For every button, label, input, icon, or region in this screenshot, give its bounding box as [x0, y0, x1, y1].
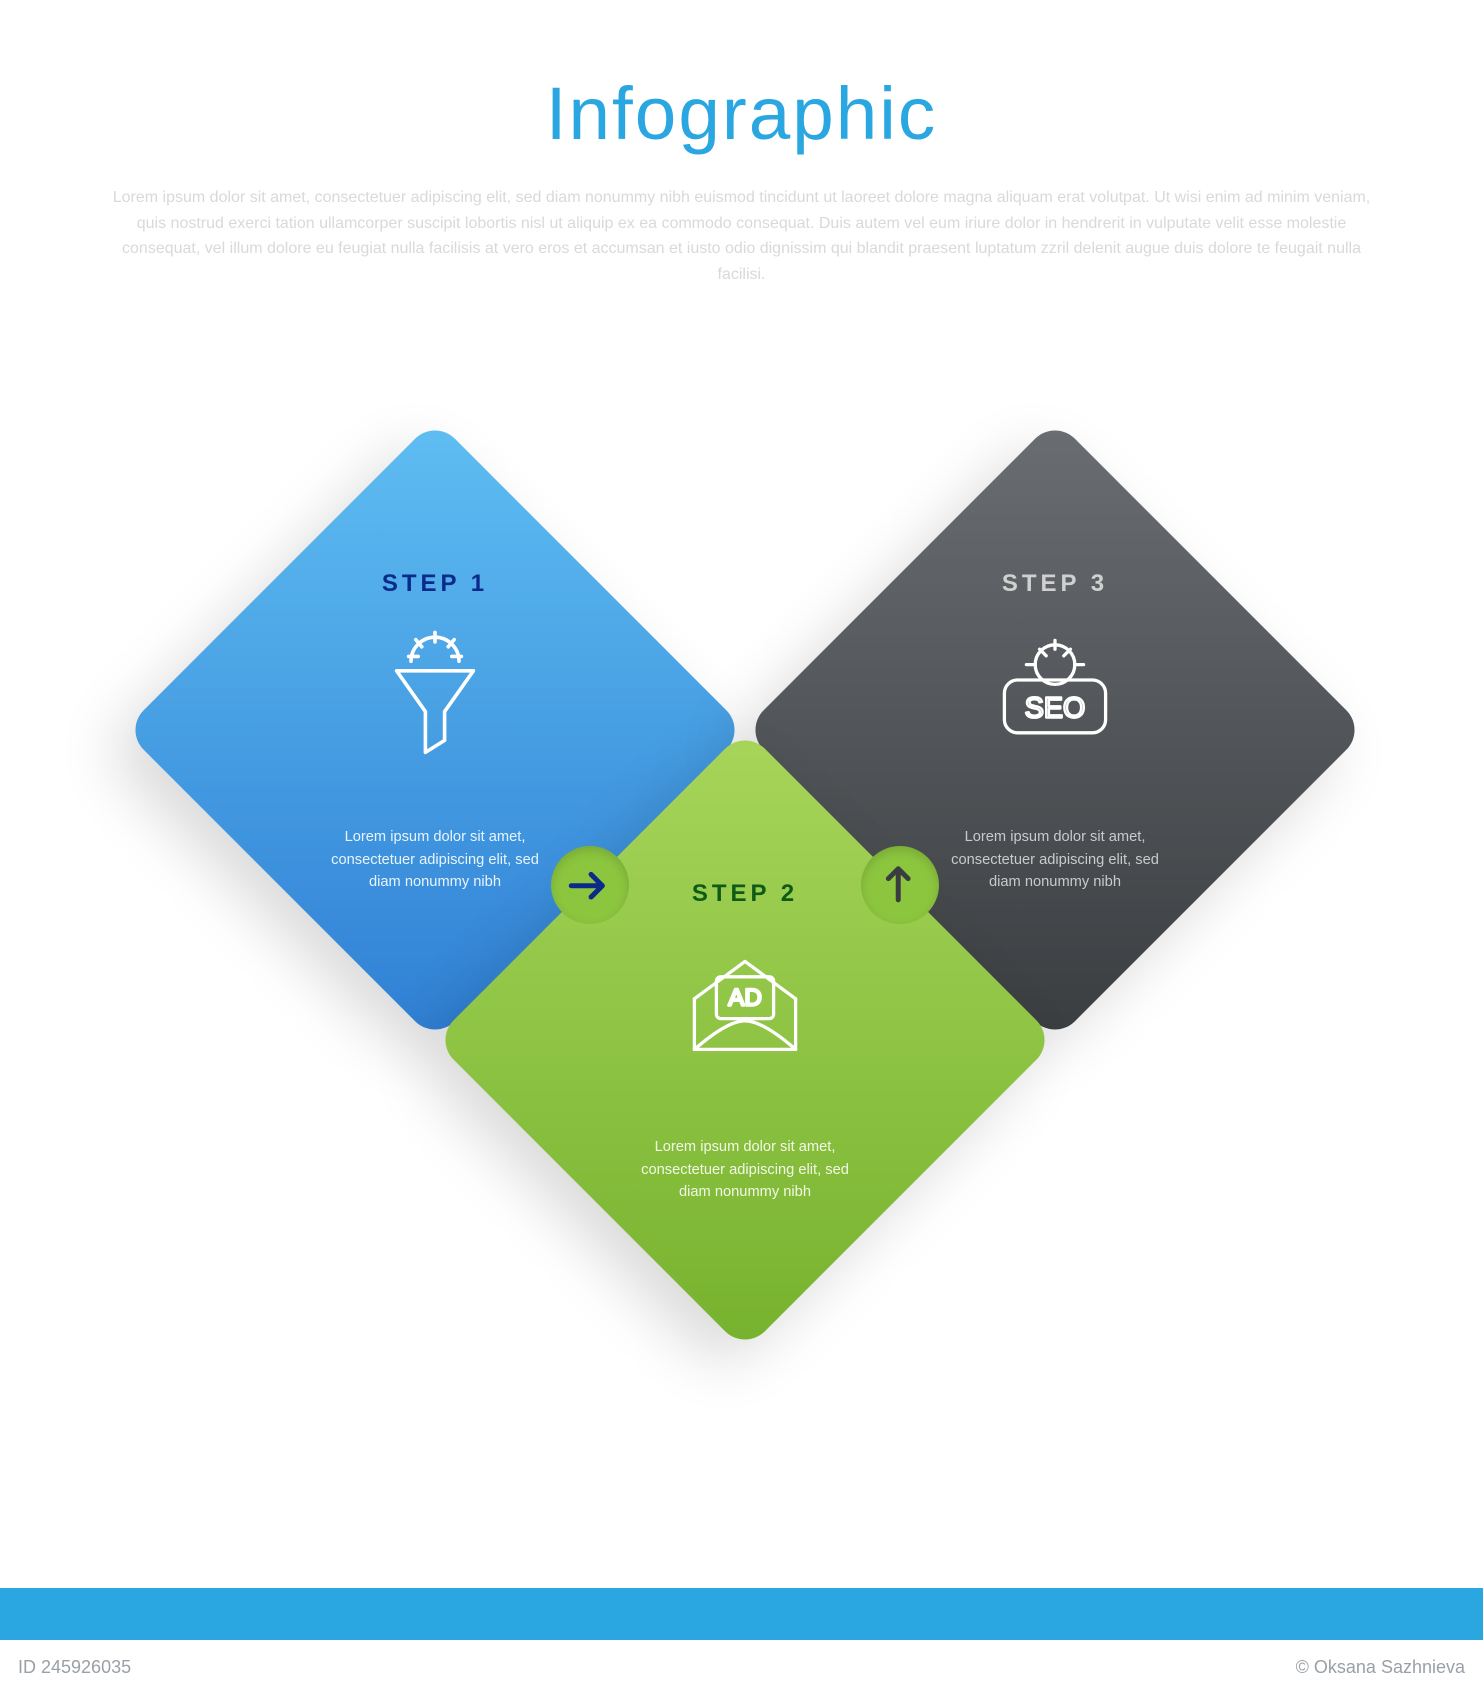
svg-text:AD: AD [728, 984, 762, 1011]
step-2-label: STEP 2 [692, 880, 798, 908]
ad-envelope-icon: AD [679, 936, 811, 1076]
infographic-canvas: STEP 1 Lorem ipsum dolor sit amet, conse… [120, 420, 1360, 1440]
step-3-label: STEP 3 [1002, 570, 1108, 598]
page: Infographic Lorem ipsum dolor sit amet, … [0, 0, 1483, 1690]
step-2-description: Lorem ipsum dolor sit amet, consectetuer… [625, 1136, 865, 1204]
footer-image-id: ID 245926035 [18, 1657, 131, 1678]
footer-author: © Oksana Sazhnieva [1296, 1657, 1465, 1678]
page-title: Infographic [0, 70, 1483, 156]
funnel-gear-icon [375, 626, 495, 766]
footer-band [0, 1588, 1483, 1640]
svg-text:SEO: SEO [1025, 692, 1085, 724]
step-3-description: Lorem ipsum dolor sit amet, consectetuer… [935, 826, 1175, 894]
step-1-label: STEP 1 [382, 570, 488, 598]
page-subtitle: Lorem ipsum dolor sit amet, consectetuer… [112, 185, 1372, 287]
tile-step-2: STEP 2 AD Lorem ipsum dolor sit amet, co… [434, 729, 1056, 1351]
seo-gear-icon: SEO [989, 626, 1121, 766]
step-1-description: Lorem ipsum dolor sit amet, consectetuer… [315, 826, 555, 894]
